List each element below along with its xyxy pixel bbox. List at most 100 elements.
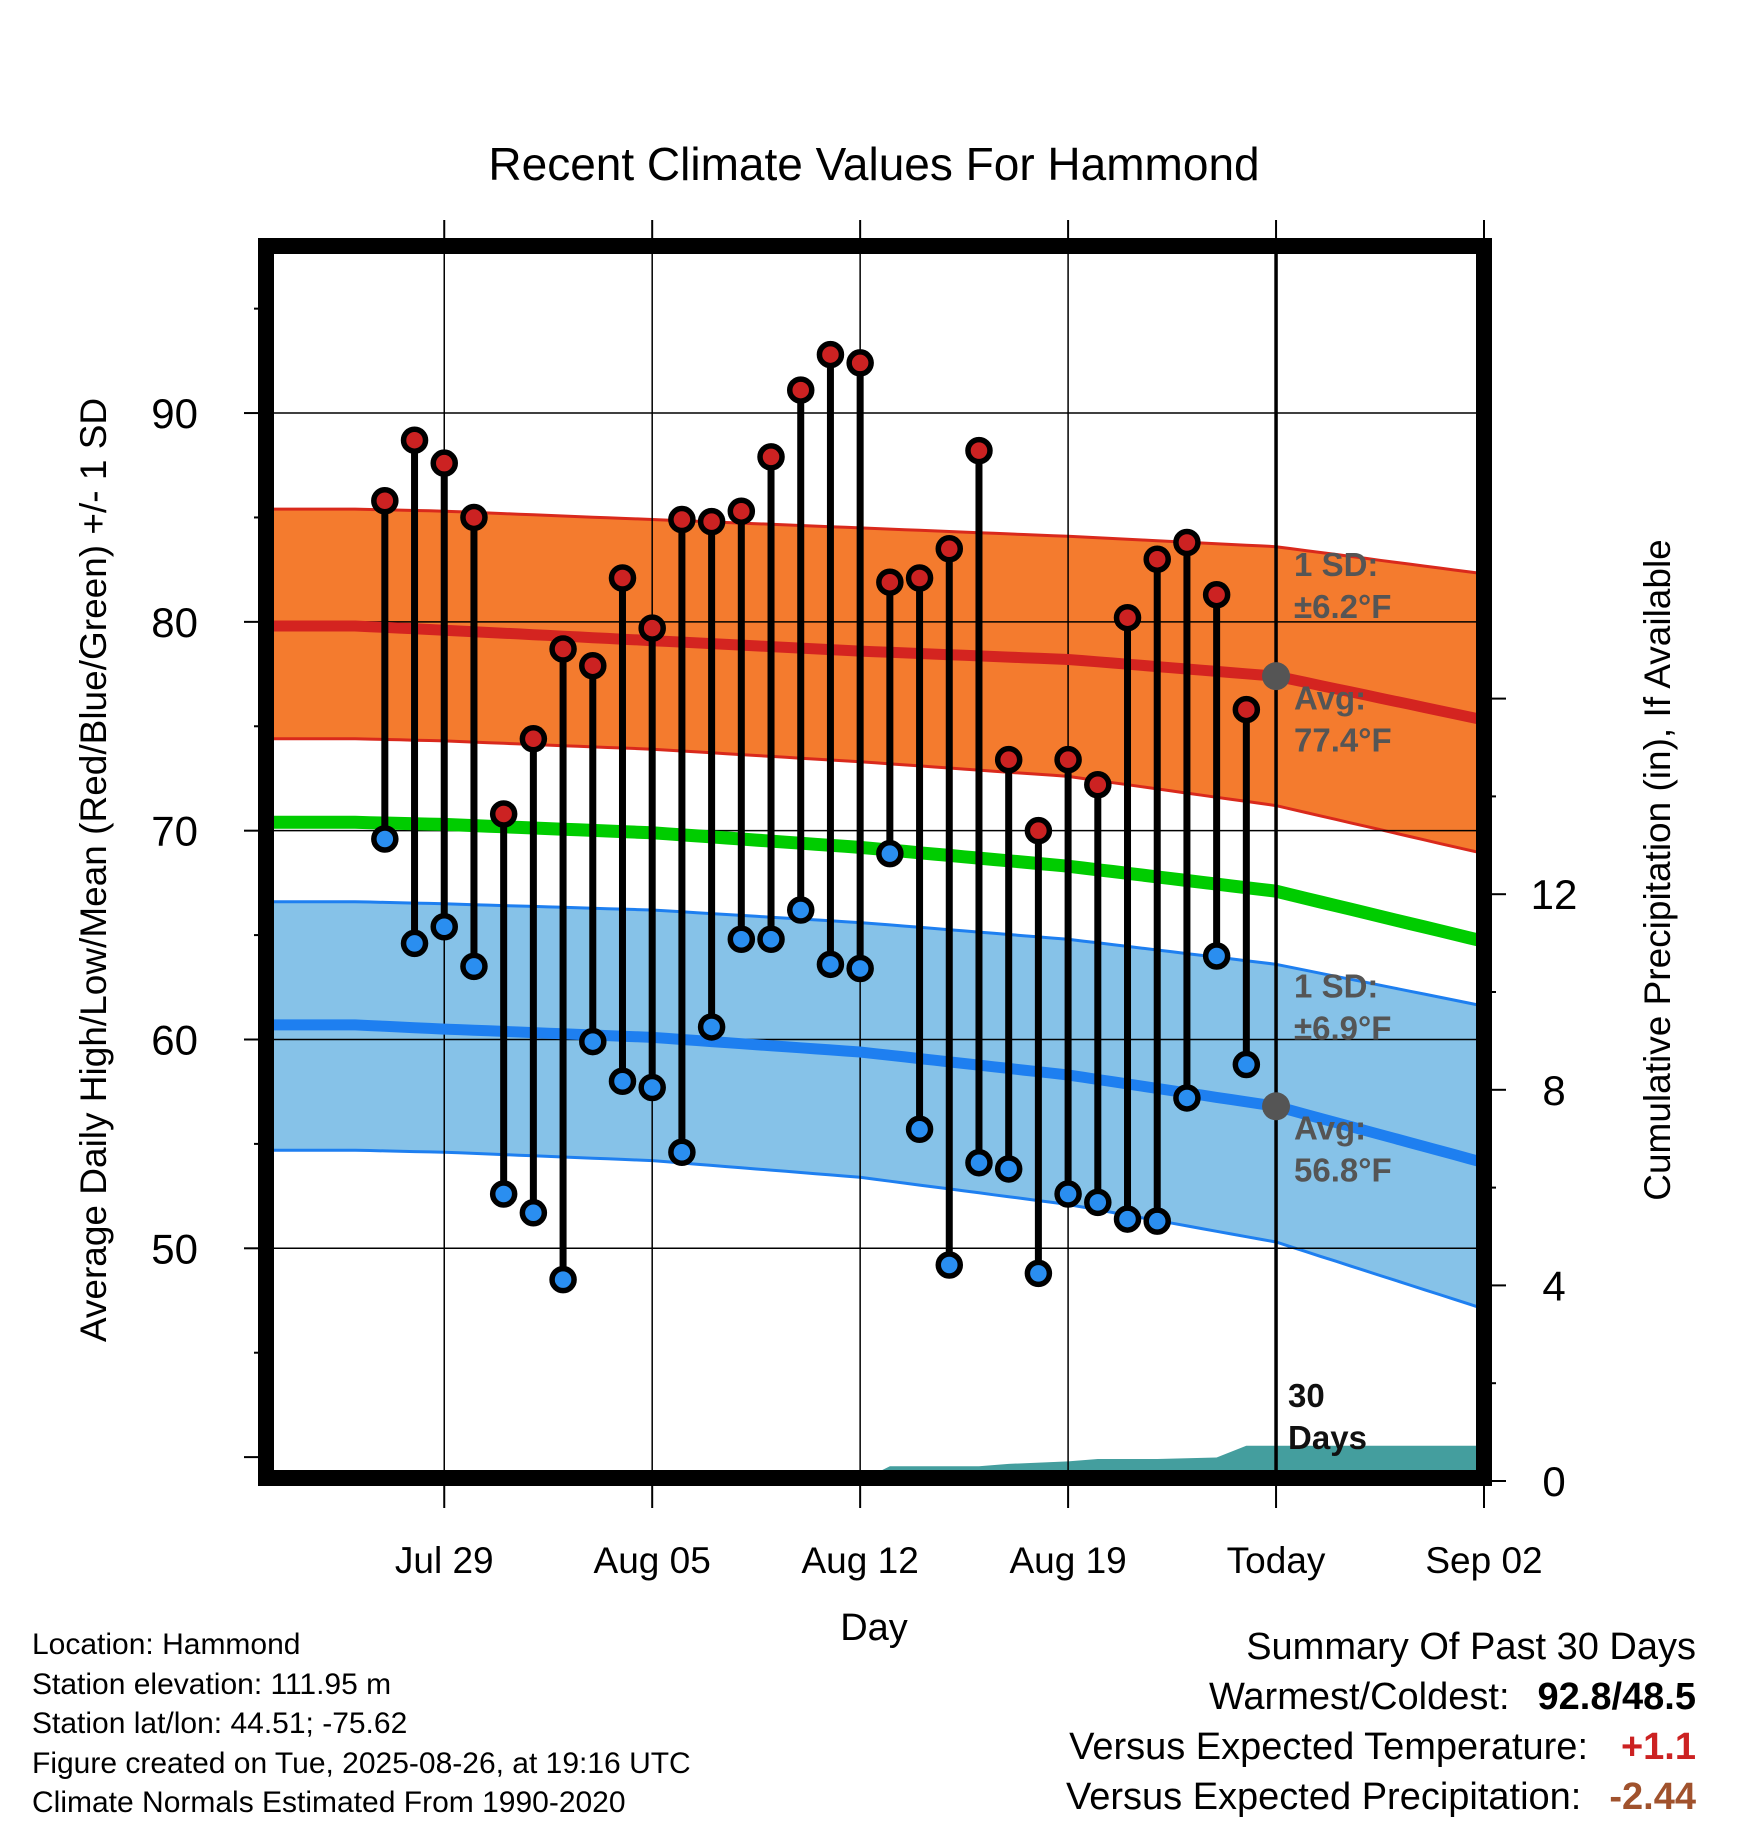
- elevation-text: Station elevation: 111.95 m: [32, 1667, 392, 1701]
- daily-low-point: [1084, 1188, 1112, 1217]
- daily-high-point: [727, 497, 756, 525]
- y2-tick-label: 4: [1542, 1262, 1565, 1309]
- daily-high-point: [1054, 745, 1082, 774]
- low-sd-band: [266, 901, 1484, 1309]
- daily-high-point: [816, 340, 845, 369]
- summary-precip-row: Versus Expected Precipitation: -2.44: [1066, 1772, 1696, 1822]
- daily-low-point: [1054, 1180, 1082, 1208]
- high-sd-band: [266, 509, 1484, 854]
- daily-high-point: [1232, 695, 1261, 724]
- daily-low-point: [935, 1251, 964, 1279]
- y-tick-label: 80: [151, 599, 198, 646]
- daily-high-point: [935, 535, 964, 563]
- plot-area: 1 SD: ±6.2°F Avg: 77.4°F 1 SD: ±6.9°F Avg: 56.8…: [266, 246, 1484, 1478]
- created-text: Figure created on Tue, 2025-08-26, at 19…: [32, 1746, 691, 1780]
- daily-high-point: [994, 745, 1023, 774]
- low-sd-lower-edge: [266, 1148, 1484, 1311]
- x-tick-label: Today: [1227, 1540, 1326, 1581]
- days-annotation: 30 Days: [1288, 1377, 1367, 1456]
- daily-low-point: [579, 1027, 607, 1056]
- daily-high-point: [1084, 770, 1112, 799]
- daily-high-point: [579, 651, 607, 680]
- summary-title: Summary Of Past 30 Days: [1246, 1626, 1696, 1668]
- daily-high-point: [608, 564, 637, 592]
- daily-low-point: [400, 929, 429, 958]
- daily-low-point: [430, 912, 458, 941]
- temp-value: +1.1: [1620, 1726, 1696, 1768]
- daily-low-point: [1024, 1259, 1053, 1288]
- daily-low-point: [1113, 1205, 1142, 1233]
- precip-area: [866, 1445, 1484, 1478]
- daily-high-point: [1173, 528, 1201, 557]
- normals-text: Climate Normals Estimated From 1990-2020: [32, 1786, 626, 1819]
- daily-low-point: [1173, 1084, 1201, 1112]
- daily-low-point: [1143, 1207, 1171, 1235]
- daily-low-point: [846, 954, 874, 983]
- x-tick-label: Aug 05: [594, 1540, 711, 1581]
- low-avg-annotation: Avg: 56.8°F: [1294, 1110, 1392, 1189]
- daily-high-point: [400, 426, 429, 454]
- high-sd-annotation: 1 SD: ±6.2°F: [1294, 546, 1391, 625]
- y2-tick-label: 12: [1531, 871, 1578, 918]
- summary-warmest-row: Warmest/Coldest: 92.8/48.5: [1066, 1672, 1696, 1722]
- chart-title: Recent Climate Values For Hammond: [488, 138, 1259, 190]
- daily-high-point: [668, 505, 696, 534]
- y2-tick-label: 0: [1542, 1458, 1565, 1505]
- summary-temp-row: Versus Expected Temperature: +1.1: [1066, 1722, 1696, 1772]
- daily-low-point: [549, 1265, 577, 1294]
- mean-normal-line: [266, 815, 1484, 948]
- high-sd-lower-edge: [266, 737, 1484, 856]
- temp-label: Versus Expected Temperature:: [1069, 1726, 1588, 1768]
- precip-label: Versus Expected Precipitation:: [1065, 1776, 1582, 1818]
- daily-low-point: [876, 839, 904, 868]
- daily-high-point: [1024, 816, 1053, 845]
- daily-low-point: [727, 925, 756, 954]
- y-axis-label: Average Daily High/Low/Mean (Red/Blue/Gr…: [73, 398, 114, 1342]
- daily-low-point: [905, 1115, 934, 1144]
- x-tick-label: Aug 12: [802, 1540, 919, 1581]
- daily-high-point: [965, 436, 993, 465]
- low-sd-annotation: 1 SD: ±6.9°F: [1294, 968, 1391, 1047]
- y-tick-label: 70: [151, 808, 198, 855]
- daily-high-point: [1143, 545, 1171, 573]
- daily-low-point: [460, 952, 488, 981]
- y2-tick-label: 8: [1542, 1067, 1565, 1114]
- daily-low-point: [489, 1180, 518, 1208]
- y-tick-label: 90: [151, 390, 198, 437]
- warmest-label: Warmest/Coldest:: [1208, 1676, 1510, 1718]
- x-tick-label: Sep 02: [1425, 1540, 1542, 1581]
- daily-low-point: [965, 1148, 993, 1177]
- daily-high-point: [460, 503, 488, 532]
- daily-high-point: [371, 487, 399, 515]
- low-sd-upper-edge: [266, 900, 1484, 1008]
- daily-low-point: [816, 950, 845, 979]
- daily-high-point: [876, 568, 904, 596]
- daily-low-point: [519, 1199, 548, 1227]
- daily-high-point: [905, 564, 934, 592]
- daily-low-point: [668, 1138, 696, 1167]
- daily-high-point: [757, 443, 785, 471]
- daily-high-point: [1202, 580, 1231, 609]
- daily-high-point: [846, 349, 874, 377]
- daily-low-point: [994, 1155, 1023, 1183]
- daily-low-point: [608, 1067, 637, 1096]
- daily-high-point: [638, 614, 666, 642]
- y2-axis-label: Cumulative Precipitation (in), If Availa…: [1637, 539, 1678, 1201]
- daily-high-point: [519, 725, 548, 753]
- y-tick-label: 60: [151, 1016, 198, 1063]
- daily-low-point: [1202, 942, 1231, 970]
- y-tick-label: 50: [151, 1225, 198, 1272]
- daily-high-point: [489, 800, 518, 828]
- station-info: Location: Hammond Station elevation: 111…: [32, 1625, 691, 1823]
- x-axis-label: Day: [840, 1607, 908, 1649]
- daily-high-point: [549, 635, 577, 663]
- summary-panel: Summary Of Past 30 Days Warmest/Coldest:…: [1066, 1622, 1696, 1822]
- daily-low-point: [786, 896, 815, 924]
- daily-high-point: [1113, 603, 1142, 632]
- warmest-value: 92.8/48.5: [1537, 1676, 1696, 1718]
- today-high-avg-marker: [1262, 662, 1291, 691]
- daily-high-point: [697, 507, 726, 536]
- location-text: Location: Hammond: [32, 1628, 301, 1661]
- daily-low-point: [638, 1073, 666, 1102]
- high-avg-annotation: Avg: 77.4°F: [1294, 680, 1392, 759]
